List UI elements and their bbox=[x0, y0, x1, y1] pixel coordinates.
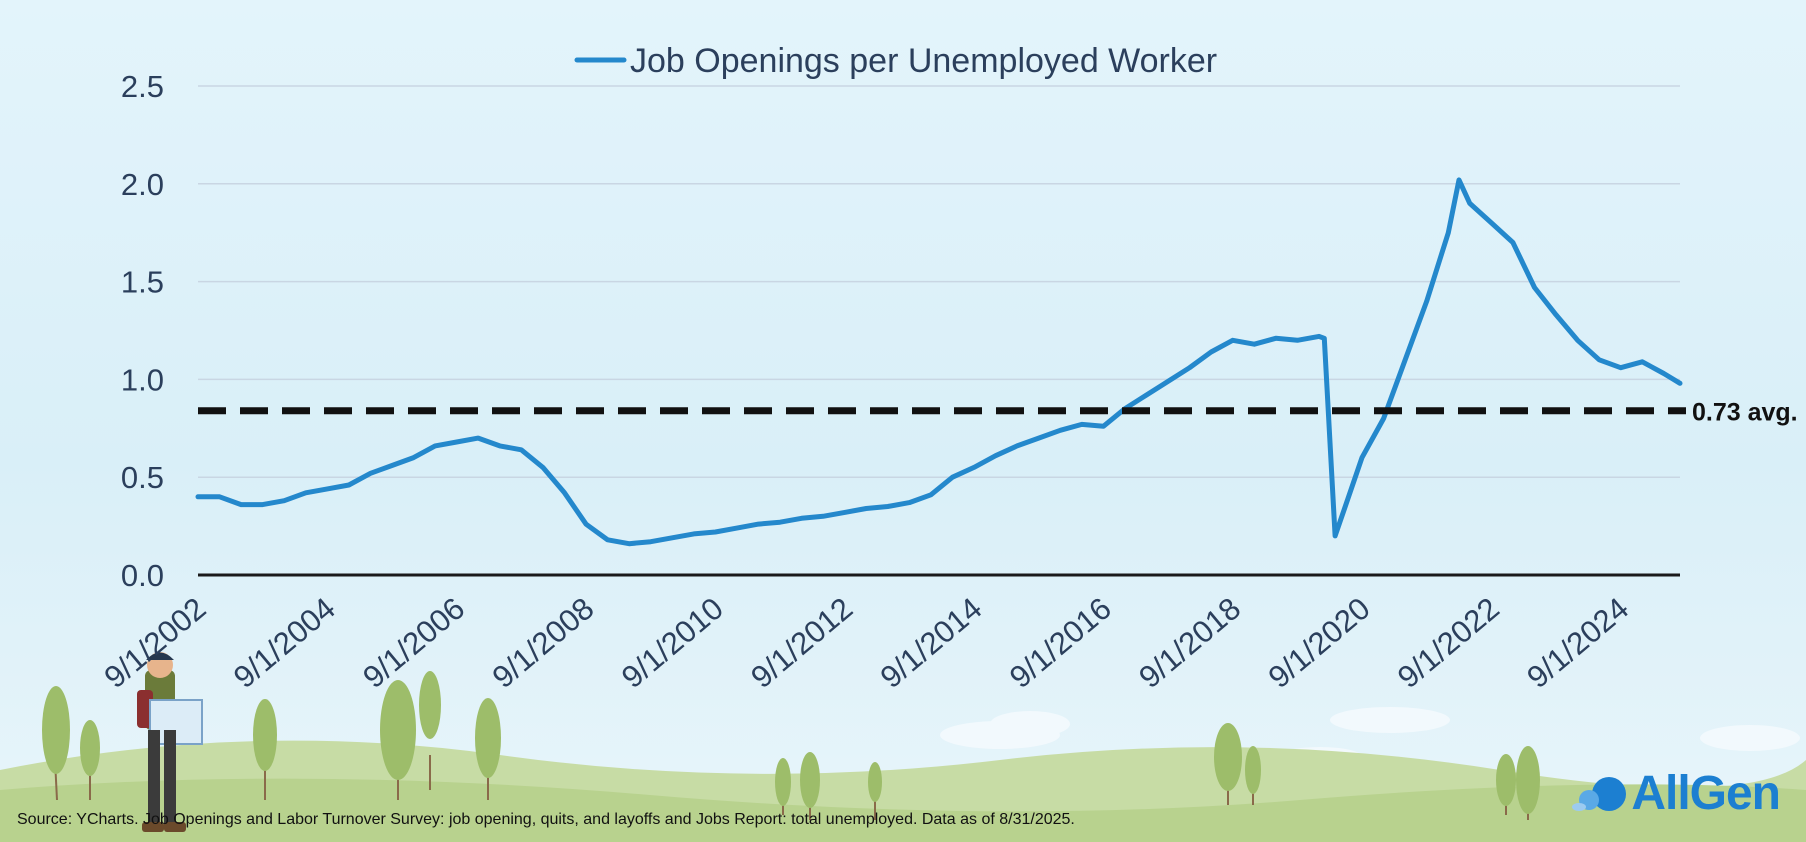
series-line-job-openings bbox=[195, 177, 1683, 547]
logo-text: AllGen bbox=[1631, 767, 1781, 820]
legend-label: Job Openings per Unemployed Worker bbox=[630, 42, 1217, 80]
x-axis: 9/1/2002 9/1/2004 9/1/2006 9/1/2008 9/1/2010… bbox=[98, 591, 1636, 695]
source-note: Source: YCharts. Job Openings and Labor … bbox=[17, 811, 1075, 828]
y-tick-label: 2.5 bbox=[121, 69, 164, 104]
x-tick-label: 9/1/2010 bbox=[615, 591, 730, 695]
x-tick-label: 9/1/2006 bbox=[356, 591, 471, 695]
y-tick-label: 1.5 bbox=[121, 265, 164, 300]
y-tick-label: 0.0 bbox=[121, 558, 164, 593]
y-axis: 0.0 0.5 1.0 1.5 2.0 2.5 bbox=[121, 69, 164, 593]
x-tick-label: 9/1/2018 bbox=[1132, 591, 1247, 695]
x-tick-label: 9/1/2016 bbox=[1003, 591, 1118, 695]
average-label: 0.73 avg. bbox=[1692, 399, 1798, 427]
legend: Job Openings per Unemployed Worker bbox=[574, 42, 1217, 80]
x-tick-label: 9/1/2020 bbox=[1262, 591, 1377, 695]
x-tick-label: 9/1/2002 bbox=[98, 591, 213, 695]
logo-cloud-icon bbox=[1572, 777, 1627, 811]
hiker-figure bbox=[137, 652, 203, 832]
x-tick-label: 9/1/2012 bbox=[744, 591, 859, 695]
x-tick-label: 9/1/2008 bbox=[486, 591, 601, 695]
y-tick-label: 1.0 bbox=[121, 362, 164, 397]
gridlines bbox=[198, 85, 1680, 478]
x-tick-label: 9/1/2004 bbox=[227, 591, 342, 695]
allgen-logo: AllGen bbox=[1571, 767, 1781, 820]
x-tick-label: 9/1/2024 bbox=[1520, 591, 1635, 695]
y-tick-label: 2.0 bbox=[121, 167, 164, 202]
x-tick-label: 9/1/2022 bbox=[1391, 591, 1506, 695]
x-tick-label: 9/1/2014 bbox=[874, 591, 989, 695]
tree-icon bbox=[42, 671, 1540, 820]
y-tick-label: 0.5 bbox=[121, 460, 164, 495]
hill-near bbox=[0, 778, 1806, 842]
